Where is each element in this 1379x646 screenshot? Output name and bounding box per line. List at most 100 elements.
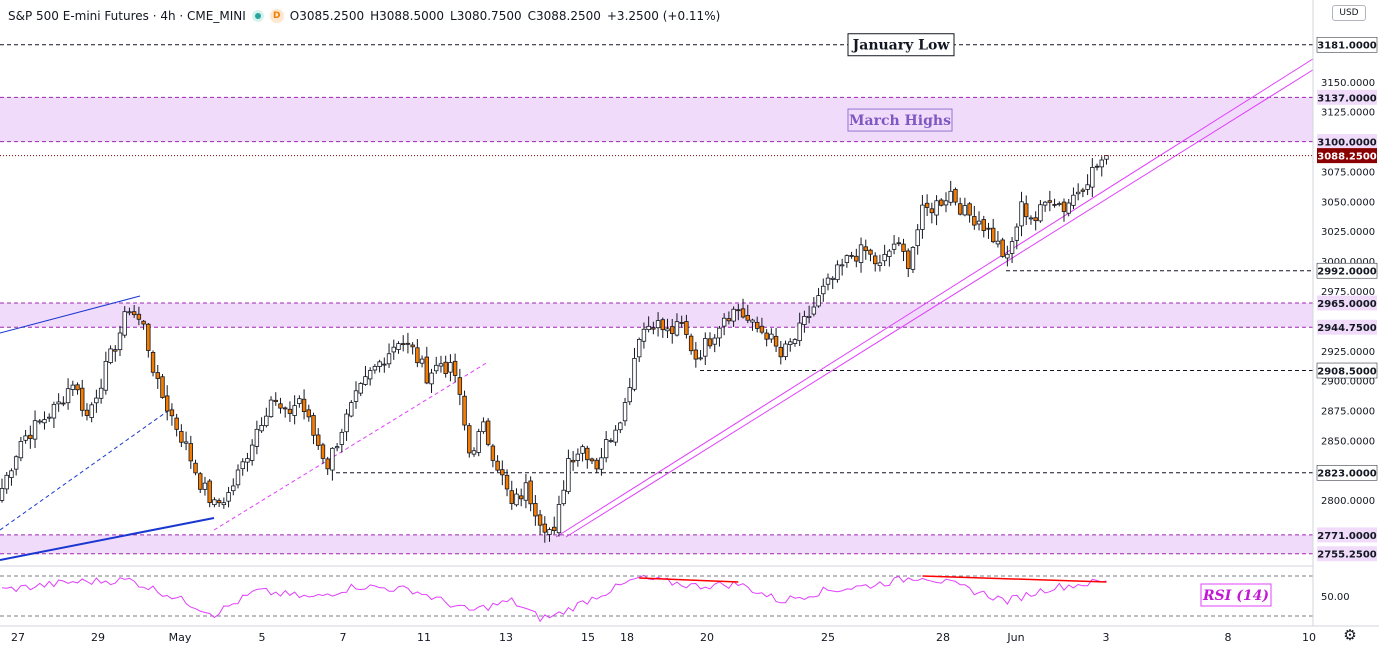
candle[interactable]: [967, 203, 972, 216]
candle[interactable]: [344, 413, 349, 433]
candle[interactable]: [434, 364, 439, 372]
candle[interactable]: [924, 202, 930, 208]
candle[interactable]: [608, 440, 614, 442]
candle[interactable]: [655, 320, 661, 329]
candle[interactable]: [84, 409, 90, 416]
candle[interactable]: [89, 404, 94, 418]
candle[interactable]: [957, 203, 963, 215]
candle[interactable]: [183, 441, 189, 444]
candle[interactable]: [839, 264, 845, 267]
candle[interactable]: [854, 255, 859, 262]
candle[interactable]: [920, 204, 925, 230]
candle[interactable]: [821, 285, 826, 295]
currency-button[interactable]: USD: [1332, 5, 1366, 21]
candle[interactable]: [1028, 217, 1034, 220]
candle[interactable]: [906, 250, 911, 270]
candle[interactable]: [830, 277, 835, 280]
candle[interactable]: [160, 376, 165, 398]
candle[interactable]: [61, 402, 66, 405]
candle[interactable]: [349, 402, 354, 417]
candle[interactable]: [452, 360, 458, 376]
candle[interactable]: [792, 339, 798, 344]
candle[interactable]: [410, 344, 415, 348]
candle[interactable]: [736, 309, 741, 312]
candle[interactable]: [1071, 194, 1076, 206]
candle[interactable]: [707, 338, 713, 347]
candle[interactable]: [556, 504, 562, 534]
candle[interactable]: [131, 311, 137, 316]
candle[interactable]: [481, 421, 486, 433]
candle[interactable]: [910, 246, 916, 270]
candle[interactable]: [98, 387, 104, 399]
candle[interactable]: [1009, 241, 1015, 254]
candle[interactable]: [301, 398, 307, 413]
candle[interactable]: [665, 328, 670, 332]
candle[interactable]: [972, 216, 977, 226]
candle[interactable]: [485, 420, 491, 445]
candle[interactable]: [1085, 184, 1090, 190]
candle[interactable]: [169, 409, 175, 417]
candle[interactable]: [523, 482, 529, 501]
candle[interactable]: [1094, 165, 1100, 168]
candle[interactable]: [207, 480, 212, 504]
candle[interactable]: [745, 314, 750, 321]
candle[interactable]: [858, 244, 864, 263]
candle[interactable]: [873, 255, 878, 265]
candle[interactable]: [806, 315, 812, 318]
candle[interactable]: [268, 399, 274, 418]
candle[interactable]: [37, 420, 42, 423]
candle[interactable]: [670, 326, 675, 334]
candle[interactable]: [405, 342, 411, 345]
candle[interactable]: [759, 325, 765, 333]
candle[interactable]: [94, 397, 99, 404]
candle[interactable]: [103, 360, 109, 391]
candle[interactable]: [51, 403, 57, 419]
candle[interactable]: [844, 255, 850, 264]
candle[interactable]: [372, 365, 378, 371]
candle[interactable]: [566, 458, 571, 493]
candle[interactable]: [42, 419, 47, 424]
candle[interactable]: [122, 311, 127, 336]
candle[interactable]: [1066, 202, 1071, 214]
candle[interactable]: [594, 459, 599, 470]
candle[interactable]: [764, 332, 769, 340]
candle[interactable]: [75, 384, 80, 391]
candle[interactable]: [622, 402, 628, 422]
candle[interactable]: [953, 188, 958, 203]
candle[interactable]: [179, 431, 184, 443]
candle[interactable]: [1057, 203, 1062, 206]
candle[interactable]: [226, 492, 231, 502]
candle[interactable]: [13, 456, 19, 470]
candle[interactable]: [155, 372, 160, 379]
candle[interactable]: [580, 446, 585, 454]
candle[interactable]: [448, 362, 453, 373]
candle[interactable]: [292, 405, 297, 416]
candle[interactable]: [18, 441, 24, 459]
candle[interactable]: [651, 327, 656, 330]
candle[interactable]: [188, 443, 193, 462]
candle[interactable]: [674, 321, 680, 336]
candle[interactable]: [297, 398, 302, 404]
candle[interactable]: [1042, 201, 1048, 206]
candle[interactable]: [23, 435, 28, 441]
candle[interactable]: [698, 357, 703, 360]
candle[interactable]: [943, 200, 949, 206]
candle[interactable]: [627, 387, 632, 403]
candle[interactable]: [603, 439, 609, 459]
candle[interactable]: [127, 311, 132, 314]
candle[interactable]: [797, 322, 802, 342]
candle[interactable]: [141, 320, 146, 325]
candle[interactable]: [641, 328, 647, 342]
candle[interactable]: [339, 431, 345, 445]
candle[interactable]: [193, 462, 198, 474]
candle[interactable]: [863, 246, 868, 252]
candle[interactable]: [306, 409, 311, 418]
candle[interactable]: [415, 347, 420, 364]
candle[interactable]: [934, 200, 939, 216]
candle[interactable]: [995, 240, 1001, 245]
candle[interactable]: [282, 407, 288, 410]
candle[interactable]: [887, 250, 892, 257]
candle[interactable]: [788, 341, 793, 346]
candle[interactable]: [198, 473, 203, 490]
candle[interactable]: [552, 526, 557, 531]
